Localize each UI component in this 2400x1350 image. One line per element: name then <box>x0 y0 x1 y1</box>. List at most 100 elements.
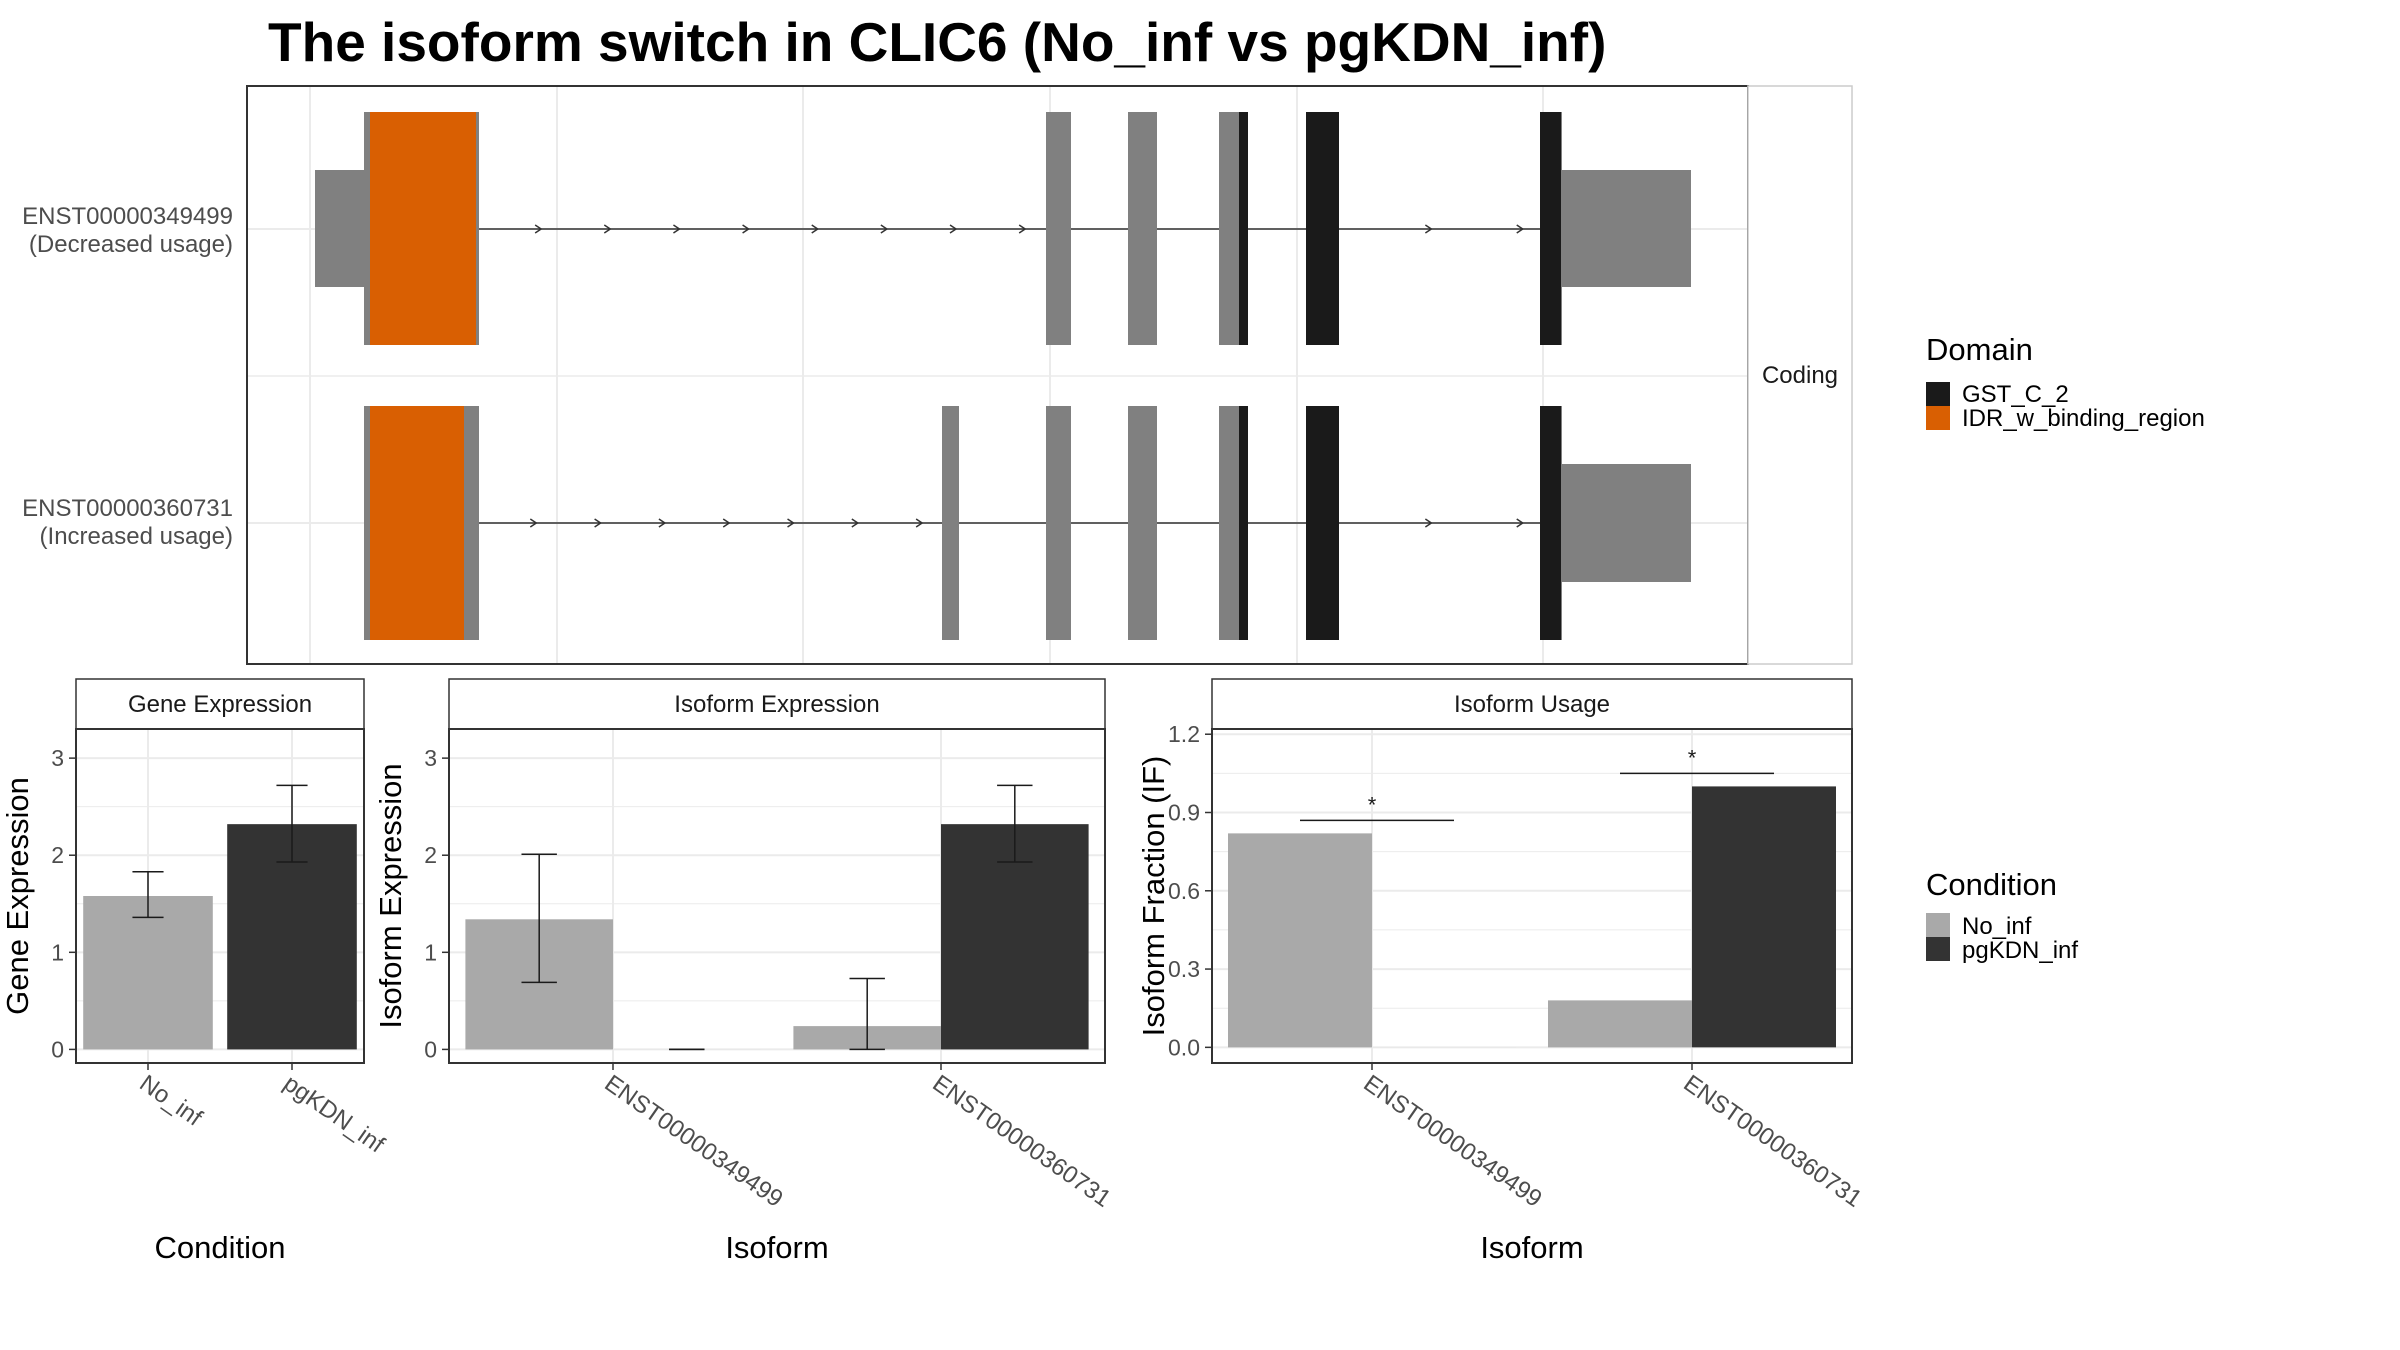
legend-label-pgkdn-inf: pgKDN_inf <box>1962 937 2078 964</box>
bar <box>1548 1000 1692 1048</box>
utr3-block <box>1562 464 1691 582</box>
y-tick-label: 2 <box>424 842 437 868</box>
row-label-note-2: (Increased usage) <box>40 523 233 550</box>
exon-block <box>1046 406 1071 640</box>
facet-strip <box>1747 85 1853 665</box>
intron-arrow <box>787 518 795 528</box>
x-tick-label: ENST00000360731 <box>928 1070 1116 1213</box>
transcript-rows <box>315 112 1691 640</box>
panel-title: Gene Expression <box>128 691 312 718</box>
x-tick-label: ENST00000349499 <box>600 1070 788 1213</box>
panel-border <box>75 728 365 1064</box>
x-tick-label: pgKDN_inf <box>279 1070 390 1159</box>
legend-label-gst: GST_C_2 <box>1962 381 2069 408</box>
significance-label: * <box>1688 745 1697 770</box>
transcript-panel: Coding ENST00000349499 (Decreased usage)… <box>22 85 1853 665</box>
utr5-block <box>315 170 368 287</box>
y-tick-label: 3 <box>51 745 64 771</box>
intron-arrow <box>949 224 958 234</box>
y-tick-label: 0 <box>51 1036 64 1062</box>
y-tick-label: 1 <box>51 939 64 965</box>
y-tick-label: 0 <box>424 1036 437 1062</box>
x-axis-title: Isoform <box>1480 1230 1583 1265</box>
intron-arrow <box>722 518 731 528</box>
bar <box>1228 833 1372 1048</box>
bar <box>83 896 213 1050</box>
significance-label: * <box>1368 792 1377 817</box>
legend-condition-title: Condition <box>1926 867 2057 902</box>
intron-arrow <box>594 518 602 528</box>
intron-arrow <box>1424 518 1433 528</box>
y-tick-label: 0.9 <box>1168 800 1200 826</box>
y-tick-label: 2 <box>51 842 64 868</box>
intron-arrow <box>658 518 667 528</box>
intron-arrow <box>529 518 538 528</box>
legend-label-idr: IDR_w_binding_region <box>1962 405 2205 432</box>
exon-block <box>1128 112 1157 345</box>
transcript-row-2 <box>364 406 1691 640</box>
x-axis-title: Condition <box>155 1230 286 1265</box>
legend-label-no-inf: No_inf <box>1962 913 2032 940</box>
intron-arrow <box>673 224 681 234</box>
figure-title: The isoform switch in CLIC6 (No_inf vs p… <box>268 11 1607 73</box>
gst-domain <box>1306 406 1339 640</box>
intron-arrow <box>811 224 820 234</box>
idr-domain <box>370 112 476 345</box>
intron-arrow <box>851 518 860 528</box>
legend-domain: Domain GST_C_2 IDR_w_binding_region <box>1926 332 2205 432</box>
panel-strip <box>1211 678 1853 730</box>
bar-charts: Gene Expression 0 1 2 3 No_inf pgKDN_inf Condit… <box>0 678 1867 1265</box>
y-axis-title: Isoform Fraction (IF) <box>1136 756 1171 1037</box>
x-axis-title: Isoform <box>725 1230 828 1265</box>
legend-swatch-pgkdn-inf <box>1926 937 1950 961</box>
transcript-panel-border <box>246 85 1749 665</box>
exon-block <box>1046 112 1071 345</box>
gst-domain <box>1239 406 1248 640</box>
exon-block <box>942 406 959 640</box>
y-tick-label: 0.6 <box>1168 878 1200 904</box>
legend-swatch-no-inf <box>1926 913 1950 937</box>
y-tick-label: 3 <box>424 745 437 771</box>
intron-arrow <box>742 224 750 234</box>
y-tick-label: 1 <box>424 939 437 965</box>
panel-border <box>448 728 1106 1064</box>
bar-chart-2: Isoform Expression 0 1 2 3 ENST00000349499 ENS… <box>373 678 1116 1265</box>
legend-condition: Condition No_inf pgKDN_inf <box>1926 867 2078 964</box>
intron-arrow <box>1424 224 1433 234</box>
row-label-id-1: ENST00000349499 <box>22 203 233 230</box>
y-tick-label: 0.0 <box>1168 1034 1200 1060</box>
row-label-id-2: ENST00000360731 <box>22 495 233 522</box>
x-tick-label: No_inf <box>135 1070 208 1132</box>
legend-swatch-idr <box>1926 406 1950 430</box>
legend-swatch-gst <box>1926 382 1950 406</box>
intron-arrow <box>1516 224 1525 234</box>
bar-chart-3: Isoform Usage 0.0 0.3 0.6 0.9 1.2 * * ENST000003… <box>1136 678 1867 1265</box>
facet-label-coding: Coding <box>1762 362 1838 389</box>
exon-block <box>1128 406 1157 640</box>
y-tick-label: 0.3 <box>1168 956 1200 982</box>
legend-domain-title: Domain <box>1926 332 2033 367</box>
panel-title: Isoform Usage <box>1454 691 1610 718</box>
bar-chart-1: Gene Expression 0 1 2 3 No_inf pgKDN_inf Condit… <box>0 678 390 1265</box>
panel-strip <box>75 678 365 730</box>
intron-arrow <box>534 224 543 234</box>
row-label-note-1: (Decreased usage) <box>29 231 233 258</box>
gst-domain <box>1540 406 1561 640</box>
gst-domain <box>1306 112 1339 345</box>
intron-arrow <box>603 224 612 234</box>
panel-title: Isoform Expression <box>674 691 879 718</box>
gst-domain <box>1239 112 1248 345</box>
y-tick-label: 1.2 <box>1168 721 1200 747</box>
x-tick-label: ENST00000360731 <box>1679 1070 1867 1213</box>
utr3-block <box>1562 170 1691 287</box>
transcript-row-1 <box>315 112 1691 345</box>
panel-border <box>1211 728 1853 1064</box>
y-axis-title: Isoform Expression <box>373 763 408 1028</box>
y-axis-title: Gene Expression <box>0 777 35 1015</box>
idr-domain <box>370 406 464 640</box>
intron-arrow <box>1516 518 1525 528</box>
x-tick-label: ENST00000349499 <box>1359 1070 1547 1213</box>
intron-arrow <box>880 224 889 234</box>
gst-domain <box>1540 112 1561 345</box>
